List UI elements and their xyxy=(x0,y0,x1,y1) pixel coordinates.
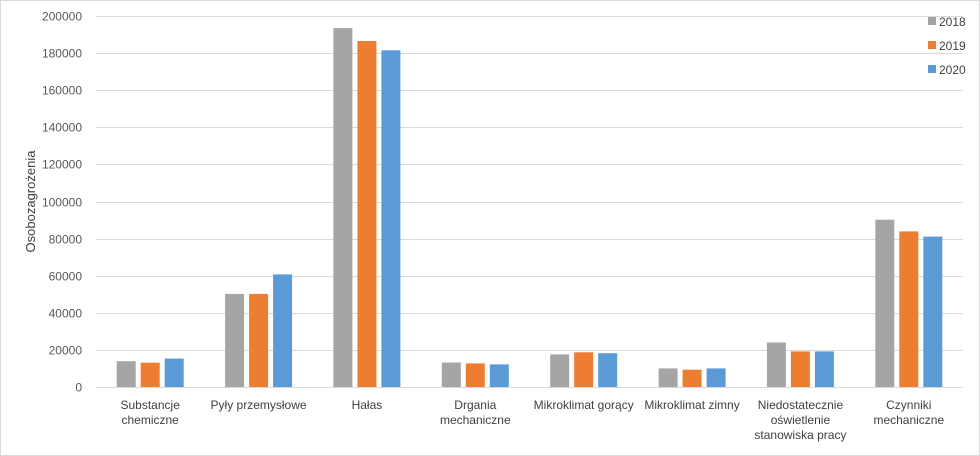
category-label-line: oświetlenie xyxy=(771,413,831,427)
bar-2018-7 xyxy=(875,219,895,387)
category-label-line: chemiczne xyxy=(122,413,180,427)
category-label: Drgania mechaniczne xyxy=(440,398,511,427)
bar-2020-7 xyxy=(923,236,943,387)
bar-2019-7 xyxy=(899,231,919,387)
bar-2020-2 xyxy=(381,50,401,388)
bar-2020-0 xyxy=(164,358,184,387)
legend: 2018 2019 2020 xyxy=(928,15,966,77)
bar-2018-2 xyxy=(333,28,353,387)
category-label: Czynniki mechaniczne xyxy=(873,398,944,427)
y-axis-title: Osobozagrożenia xyxy=(23,150,38,253)
category-label: Mikroklimat gorący xyxy=(534,398,634,412)
category-label: Pyły przemysłowe xyxy=(211,398,307,412)
category-label-line: stanowiska pracy xyxy=(754,428,846,442)
bars xyxy=(116,28,943,388)
y-tick-label: 120000 xyxy=(42,158,82,172)
category-label: Mikroklimat zimny xyxy=(644,398,739,412)
bar-2019-1 xyxy=(249,293,269,387)
category-label: Substancje chemiczne xyxy=(121,398,181,427)
category-label-line: Mikroklimat zimny xyxy=(644,398,739,412)
legend-swatch-2019 xyxy=(928,41,936,49)
bar-2019-0 xyxy=(140,362,160,387)
y-tick-label: 0 xyxy=(75,381,82,395)
category-label-line: Mikroklimat gorący xyxy=(534,398,634,412)
y-tick-label: 200000 xyxy=(42,10,82,24)
category-label-line: Hałas xyxy=(352,398,383,412)
legend-label: 2020 xyxy=(939,63,966,77)
bar-2018-3 xyxy=(441,362,461,387)
y-axis-ticks: 0 20000 40000 60000 80000 100000 120000 140000 1… xyxy=(42,10,82,395)
y-tick-label: 180000 xyxy=(42,47,82,61)
category-label-line: Substancje xyxy=(121,398,181,412)
category-label: Hałas xyxy=(352,398,383,412)
y-tick-label: 80000 xyxy=(49,233,83,247)
bar-2019-3 xyxy=(465,363,485,387)
category-label-line: Pyły przemysłowe xyxy=(211,398,307,412)
bar-2018-0 xyxy=(116,361,136,387)
bar-2020-1 xyxy=(273,274,293,387)
x-axis-categories: Substancje chemiczne Pyły przemysłowe Hałas… xyxy=(121,398,945,442)
category-label: Niedostatecznie oświetlenie stanowiska pra… xyxy=(754,398,846,442)
legend-label: 2018 xyxy=(939,15,966,29)
bar-2018-1 xyxy=(225,293,245,387)
bar-2018-4 xyxy=(550,354,570,387)
bar-2019-2 xyxy=(357,41,377,387)
legend-swatch-2018 xyxy=(928,17,936,25)
bar-2020-6 xyxy=(814,351,834,387)
bar-2018-5 xyxy=(658,368,678,387)
y-tick-label: 60000 xyxy=(49,270,83,284)
category-label-line: mechaniczne xyxy=(440,413,511,427)
legend-swatch-2020 xyxy=(928,65,936,73)
category-label-line: Niedostatecznie xyxy=(758,398,844,412)
y-tick-label: 140000 xyxy=(42,121,82,135)
y-tick-label: 100000 xyxy=(42,196,82,210)
category-label-line: Czynniki xyxy=(886,398,931,412)
bar-2019-5 xyxy=(682,369,702,387)
bar-2018-6 xyxy=(766,342,786,387)
bar-2020-3 xyxy=(489,364,509,387)
bar-2020-4 xyxy=(598,353,618,387)
y-tick-label: 20000 xyxy=(49,344,83,358)
bar-2019-4 xyxy=(574,352,594,387)
legend-label: 2019 xyxy=(939,39,966,53)
category-label-line: mechaniczne xyxy=(873,413,944,427)
category-label-line: Drgania xyxy=(454,398,496,412)
bar-2020-5 xyxy=(706,368,726,387)
bar-2019-6 xyxy=(790,351,810,387)
y-tick-label: 160000 xyxy=(42,84,82,98)
y-tick-label: 40000 xyxy=(49,307,83,321)
